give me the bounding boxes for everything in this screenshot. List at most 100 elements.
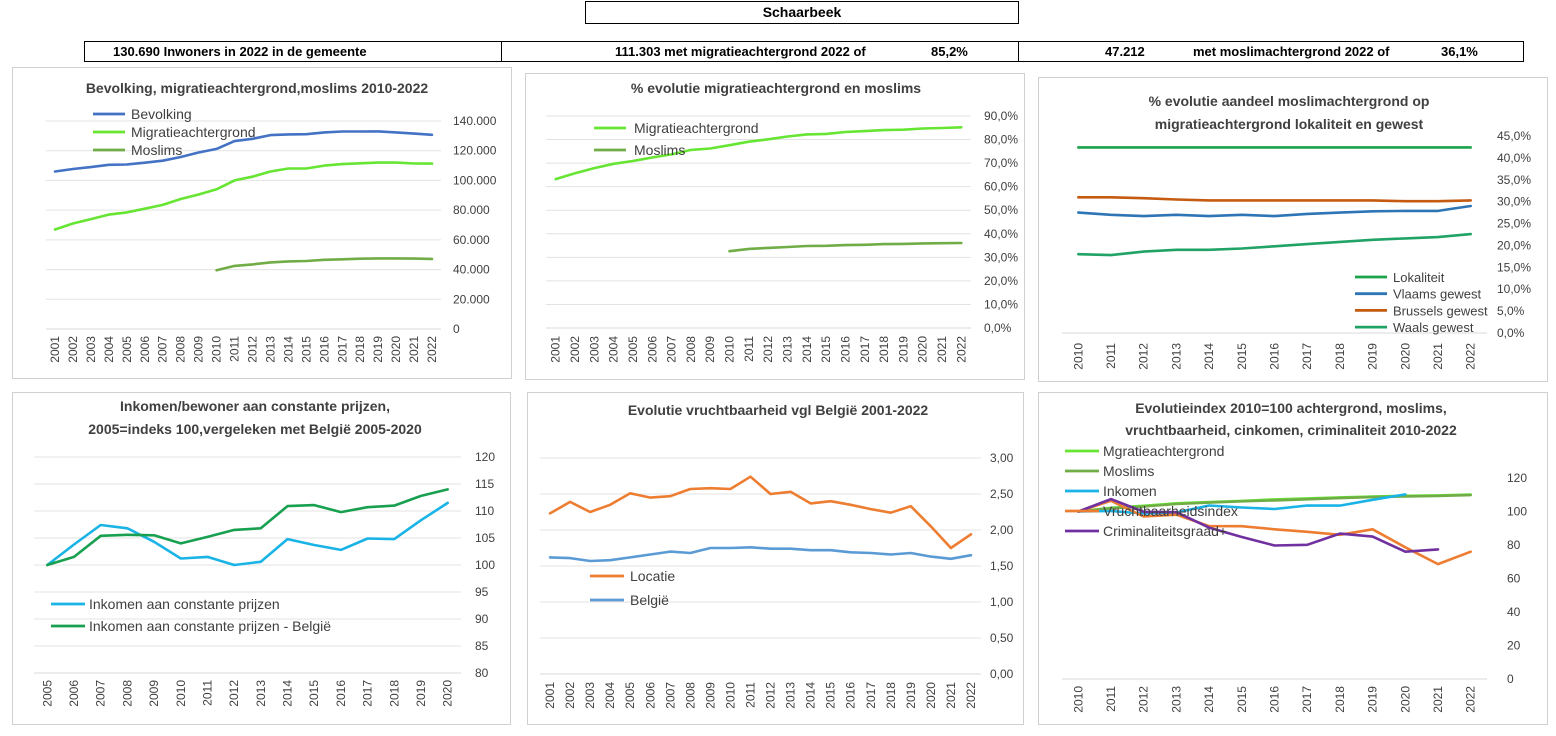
- y-tick-label: 3,00: [990, 451, 1014, 465]
- series-line-brussels-gewest: [1077, 196, 1472, 203]
- y-tick-label: 110: [475, 504, 494, 518]
- series-line-vruchtbaarheidsindex: [1077, 499, 1472, 566]
- x-tick-label: 2011: [742, 336, 756, 362]
- x-tick-label: 2010: [1071, 343, 1085, 370]
- chart-svg-c1: 0 20.000 40.000 60.000 80.000 100.000 120.000 1…: [46, 80, 497, 363]
- x-tick-label: 2022: [964, 682, 978, 709]
- x-tick-label: 2003: [84, 336, 98, 363]
- y-tick-label: 35,0%: [1497, 173, 1531, 187]
- x-tick-label: 2016: [844, 682, 858, 709]
- muslim-pct: 36,1%: [1441, 44, 1478, 59]
- y-tick-label: 105: [475, 531, 495, 545]
- x-tick-label: 2019: [896, 336, 910, 363]
- x-tick-label: 2007: [156, 336, 170, 363]
- series-line-moslims: [728, 241, 963, 253]
- x-tick-label: 2009: [703, 336, 717, 363]
- y-tick-label: 115: [475, 477, 494, 491]
- x-tick-label: 2014: [281, 336, 295, 363]
- x-tick-label: 2003: [587, 336, 601, 363]
- x-tick-label: 2005: [40, 680, 54, 707]
- y-tick-label: 50,0%: [984, 203, 1018, 217]
- y-tick-label: 20.000: [453, 292, 490, 306]
- x-tick-label: 2022: [1464, 343, 1478, 370]
- y-tick-label: 60: [1507, 572, 1521, 586]
- chart-panel-muslim-share: 0,0% 5,0% 10,0% 15,0% 20,0% 25,0% 30,0% 35,0% 40…: [1038, 77, 1548, 382]
- x-tick-label: 2010: [1071, 686, 1085, 713]
- y-tick-label: 40: [1507, 605, 1521, 619]
- y-tick-label: 90,0%: [984, 109, 1018, 123]
- x-tick-label: 2019: [1366, 343, 1380, 370]
- legend-label-waals-gewest: Waals gewest: [1393, 320, 1474, 335]
- x-tick-label: 2013: [1169, 343, 1183, 370]
- x-tick-label: 2001: [549, 336, 563, 363]
- y-tick-label: 0: [1507, 672, 1514, 686]
- y-tick-label: 80.000: [453, 203, 490, 217]
- x-tick-label: 2009: [703, 682, 717, 709]
- legend-label-belgi: België: [630, 592, 669, 608]
- x-tick-label: 2018: [877, 336, 891, 363]
- x-tick-label: 2018: [1333, 686, 1347, 713]
- stats-row: 130.690 Inwoners in 2022 in de gemeente …: [84, 41, 1524, 62]
- x-tick-label: 2013: [784, 682, 798, 709]
- x-tick-label: 2012: [761, 336, 775, 363]
- x-tick-label: 2014: [1202, 343, 1216, 370]
- x-tick-label: 2021: [944, 682, 958, 709]
- y-tick-label: 0,0%: [984, 321, 1012, 335]
- x-tick-label: 2015: [1235, 343, 1249, 370]
- stats-divider: [1018, 42, 1019, 61]
- x-tick-label: 2001: [48, 336, 62, 363]
- x-tick-label: 2020: [1398, 343, 1412, 370]
- x-tick-label: 2005: [626, 336, 640, 363]
- series-line-bevolking: [53, 130, 434, 173]
- x-tick-label: 2021: [1431, 686, 1445, 713]
- x-tick-label: 2015: [299, 336, 313, 363]
- chart-title: 2005=indeks 100,vergeleken met België 20…: [88, 421, 422, 437]
- x-tick-label: 2012: [1137, 343, 1151, 370]
- legend-label-criminaliteitsgraad: Criminaliteitsgraad+: [1103, 523, 1227, 539]
- chart-panel-percent-evolution: 0,0% 10,0% 20,0% 30,0% 40,0% 50,0% 60,0% 70,0% 8…: [525, 73, 1025, 380]
- y-tick-label: 2,00: [990, 523, 1014, 537]
- x-tick-label: 2011: [1104, 343, 1118, 369]
- muslim-count: 47.212: [1105, 44, 1145, 59]
- legend-label-vlaams-gewest: Vlaams gewest: [1393, 287, 1482, 302]
- x-tick-label: 2018: [387, 680, 401, 707]
- x-tick-label: 2019: [1366, 686, 1380, 713]
- series-line-waals-gewest: [1077, 232, 1472, 257]
- y-tick-label: 15,0%: [1497, 260, 1531, 274]
- x-tick-label: 2006: [67, 680, 81, 707]
- chart-panel-population: 0 20.000 40.000 60.000 80.000 100.000 120.000 1…: [12, 67, 512, 379]
- chart-title: Inkomen/bewoner aan constante prijzen,: [120, 398, 390, 414]
- x-tick-label: 2022: [954, 336, 968, 363]
- x-tick-label: 2010: [723, 336, 737, 363]
- x-tick-label: 2004: [603, 682, 617, 709]
- x-tick-label: 2008: [684, 336, 698, 363]
- x-tick-label: 2001: [543, 682, 557, 709]
- x-tick-label: 2017: [335, 336, 349, 363]
- chart-title: migratieachtergrond lokaliteit en gewest: [1155, 116, 1424, 132]
- chart-svg-c3: 0,0% 5,0% 10,0% 15,0% 20,0% 25,0% 30,0% 35,0% 40…: [1062, 93, 1531, 370]
- x-tick-label: 2011: [200, 680, 214, 706]
- y-tick-label: 120: [475, 450, 495, 464]
- legend-label-inkomen-aan-constante-prijzen: Inkomen aan constante prijzen: [89, 596, 280, 612]
- x-tick-label: 2012: [1137, 686, 1151, 713]
- x-tick-label: 2011: [228, 336, 242, 362]
- x-tick-label: 2013: [254, 680, 268, 707]
- x-tick-label: 2004: [102, 336, 116, 363]
- x-tick-label: 2017: [1300, 343, 1314, 370]
- x-tick-label: 2015: [307, 680, 321, 707]
- x-tick-label: 2018: [884, 682, 898, 709]
- migration-pct: 85,2%: [931, 44, 968, 59]
- y-tick-label: 140.000: [453, 114, 497, 128]
- page-title: Schaarbeek: [585, 1, 1019, 24]
- x-tick-label: 2017: [361, 680, 375, 707]
- chart-panel-fertility: 0,00 0,50 1,00 1,50 2,00 2,50 3,00 2001 2002 2003…: [527, 392, 1024, 725]
- x-tick-label: 2016: [1268, 343, 1282, 370]
- y-tick-label: 30,0%: [984, 250, 1018, 264]
- legend-label-bevolking: Bevolking: [131, 106, 192, 122]
- y-tick-label: 40,0%: [984, 227, 1018, 241]
- y-tick-label: 80: [475, 666, 489, 680]
- y-tick-label: 70,0%: [984, 156, 1018, 170]
- legend-label-locatie: Locatie: [630, 568, 675, 584]
- y-tick-label: 1,00: [990, 595, 1014, 609]
- legend-label-inkomen: Inkomen: [1103, 483, 1157, 499]
